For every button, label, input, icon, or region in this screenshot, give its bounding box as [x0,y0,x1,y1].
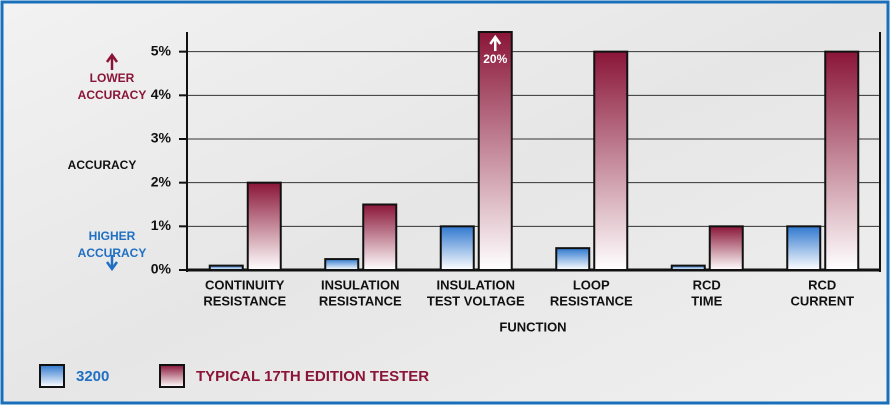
bar [324,258,360,272]
bar [477,31,513,271]
x-tick-label: RESISTANCE [203,293,286,308]
y-tick-label: 0% [151,261,172,277]
x-axis-label: FUNCTION [499,319,566,334]
bar [824,50,860,271]
legend-swatch [39,364,65,388]
x-tick-label: RESISTANCE [319,293,402,308]
legend-swatch [159,364,185,388]
y-tick-label: 2% [151,173,172,189]
y-tick-label: 3% [151,130,172,146]
annotation: HIGHER [89,229,136,243]
x-tick-label: RCD [808,277,836,292]
legend-label: 3200 [76,368,109,385]
x-tick-label: TEST VOLTAGE [427,293,525,308]
overflow-arrow [489,34,502,51]
bar [593,50,629,271]
bar [670,264,706,271]
bar [362,203,398,271]
x-tick-label: CURRENT [790,293,854,308]
up-arrow [105,52,119,70]
value-label: 20% [483,52,507,66]
legend-label: TYPICAL 17TH EDITION TESTER [196,368,429,385]
y-tick-label: 5% [151,42,172,58]
x-tick-label: TIME [691,293,722,308]
bar [246,181,282,271]
annotation: LOWER [90,71,135,85]
x-tick-label: INSULATION [437,277,515,292]
down-arrow [105,255,119,272]
x-tick-label: INSULATION [321,277,399,292]
x-tick-label: CONTINUITY [205,277,285,292]
bar [208,264,244,271]
bar [439,225,475,271]
x-tick-label: LOOP [573,277,610,292]
x-tick-label: RCD [693,277,721,292]
x-tick-label: RESISTANCE [550,293,633,308]
annotation: ACCURACY [68,158,137,172]
bar [708,225,744,271]
annotation: ACCURACY [78,88,147,102]
y-tick-label: 1% [151,217,172,233]
y-tick-label: 4% [151,86,172,102]
bar [786,225,822,271]
annotation: ACCURACY [78,246,147,260]
bar [555,247,591,271]
